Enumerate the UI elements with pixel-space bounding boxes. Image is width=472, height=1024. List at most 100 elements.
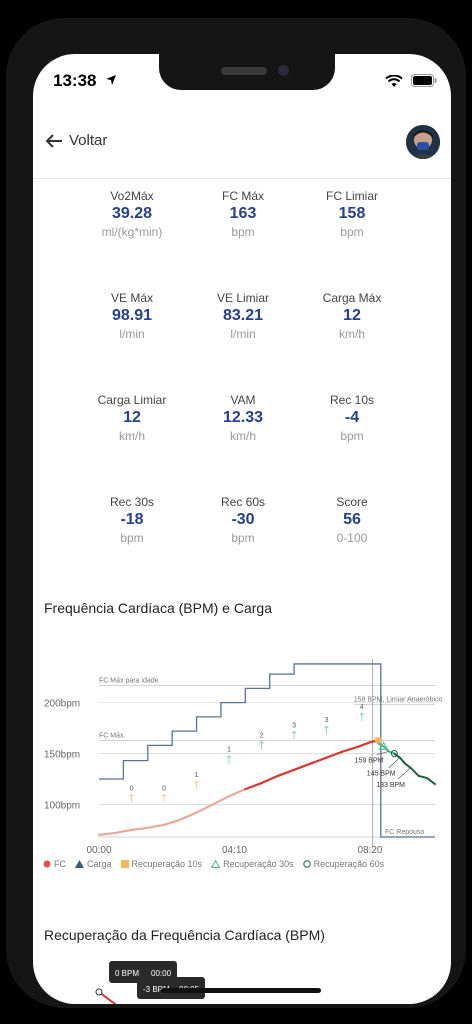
location-arrow-icon <box>106 75 116 85</box>
legend-square-rec10 <box>120 860 129 868</box>
metric-score: Score 56 0-100 <box>297 494 407 546</box>
carga-arrow <box>226 755 232 764</box>
fc-series-segment <box>244 781 263 791</box>
home-indicator <box>161 988 321 993</box>
metric-unit: ml/(kg*min) <box>101 225 163 239</box>
legend-circle-rec60 <box>302 860 311 868</box>
chart-title-recuperacao: Recuperação da Frequência Cardíaca (BPM) <box>44 927 325 943</box>
recuperacao-chart[interactable]: 0 BPM 00:00 -3 BPM 00:05 <box>33 949 451 1004</box>
metric-label: Carga Máx <box>322 291 382 305</box>
legend-item-rec30[interactable]: Recuperação 30s <box>211 859 294 869</box>
metric-label: Rec 60s <box>220 495 266 509</box>
y-tick-label: 150bpm <box>44 750 80 761</box>
carga-label: 3 <box>325 717 329 724</box>
carga-label: 0 <box>162 785 166 792</box>
metric-unit: bpm <box>340 225 364 239</box>
metric-vam: VAM 12.33 km/h <box>188 392 298 444</box>
metric-value: 98.91 <box>111 307 153 324</box>
metric-value: 158 <box>338 205 366 222</box>
carga-label: 1 <box>195 772 199 779</box>
fc-series-segment <box>97 831 117 837</box>
metric-value: 12 <box>343 307 361 324</box>
annotation-label: 159 BPM <box>355 758 384 765</box>
avatar[interactable] <box>406 125 440 159</box>
fc-series-segment <box>130 826 149 831</box>
metric-carga-limiar: Carga Limiar 12 km/h <box>77 392 187 444</box>
legend-item-carga[interactable]: Carga <box>75 859 112 869</box>
carga-arrow <box>259 740 264 750</box>
carga-label: 2 <box>260 732 264 739</box>
fc-series-segment <box>114 828 133 835</box>
carga-arrow <box>291 730 297 740</box>
metric-unit: 0-100 <box>336 531 368 545</box>
carga-arrow <box>161 793 167 803</box>
fc-series-segment <box>292 762 312 771</box>
metric-unit: bpm <box>120 531 144 545</box>
fc-series-segment <box>227 788 247 798</box>
legend-item-fc[interactable]: FC <box>43 859 66 869</box>
carga-arrow <box>324 725 329 735</box>
fc-series-segment <box>260 774 279 785</box>
annotation-label: 145 BPM <box>367 771 396 778</box>
recovery-series-segment <box>425 776 436 786</box>
legend-item-rec10[interactable]: Recuperação 10s <box>120 859 203 869</box>
metric-value: 56 <box>343 511 361 528</box>
annotation-leader <box>398 767 411 780</box>
metric-label: VE Máx <box>110 291 153 305</box>
metric-label: Vo2Máx <box>110 189 154 203</box>
reference-label: FC Máx. <box>99 732 126 739</box>
metric-value: -30 <box>231 511 255 528</box>
metric-unit: l/min <box>230 327 256 341</box>
carga-arrow <box>129 793 134 803</box>
metric-unit: km/h <box>229 429 256 443</box>
rec30-marker <box>378 741 389 750</box>
arrow-left-icon <box>45 133 62 148</box>
recovery-series-segment <box>409 766 420 777</box>
camera <box>278 65 289 76</box>
legend-label: Recuperação 30s <box>223 859 294 869</box>
recovery-series-segment <box>417 774 428 779</box>
legend-label: FC <box>54 859 66 869</box>
metric-unit: km/h <box>338 327 365 341</box>
rec60-marker <box>390 750 398 758</box>
x-tick-label: 00:00 <box>86 845 111 856</box>
fc-series-segment <box>325 750 344 759</box>
tooltip-label: -3 BPM <box>143 985 170 994</box>
metric-rec-60s: Rec 60s -30 bpm <box>188 494 298 546</box>
legend-triangle-rec30 <box>211 860 221 868</box>
metric-label: VE Limiar <box>216 291 269 305</box>
phone-frame: 13:38 Voltar <box>6 18 466 1008</box>
metric-label: Carga Limiar <box>97 393 167 407</box>
recovery-series-segment <box>404 762 412 769</box>
carga-series-line <box>99 663 435 838</box>
fc-series-segment <box>309 756 328 765</box>
wifi-icon <box>385 75 403 87</box>
metric-fc-max: FC Máx 163 bpm <box>188 188 298 240</box>
legend-label: Carga <box>87 859 112 869</box>
legend-item-rec60[interactable]: Recuperação 60s <box>302 859 384 869</box>
fc-series-segment <box>211 795 231 806</box>
reference-label: FC Máx para idade <box>99 677 159 684</box>
metric-unit: bpm <box>231 225 255 239</box>
carga-label: 1 <box>227 747 231 754</box>
metric-ve-max: VE Máx 98.91 l/min <box>77 290 187 342</box>
x-tick-label: 04:10 <box>222 845 247 856</box>
fc-series-segment <box>341 745 361 753</box>
annotation-leader <box>376 751 390 755</box>
header: Voltar <box>33 114 451 179</box>
tooltip-time: 00:00 <box>151 969 172 978</box>
rec10-marker <box>375 737 382 744</box>
fc-carga-chart[interactable]: 200bpm 150bpm 100bpm FC Máx para idade FC Má… <box>33 649 451 859</box>
annotation-label: 133 BPM <box>376 782 405 789</box>
avatar-photo <box>406 125 440 159</box>
metric-label: FC Máx <box>222 189 264 203</box>
status-time: 13:38 <box>53 71 97 90</box>
metric-fc-limiar: FC Limiar 158 bpm <box>297 188 407 240</box>
metric-value: -4 <box>344 409 360 426</box>
recuperacao-line <box>98 991 117 1004</box>
back-button[interactable]: Voltar <box>45 132 107 149</box>
recuperacao-point <box>95 988 103 996</box>
metric-rec-30s: Rec 30s -18 bpm <box>77 494 187 546</box>
legend-label: Recuperação 10s <box>131 859 203 869</box>
x-tick-label: 08:20 <box>357 845 382 856</box>
